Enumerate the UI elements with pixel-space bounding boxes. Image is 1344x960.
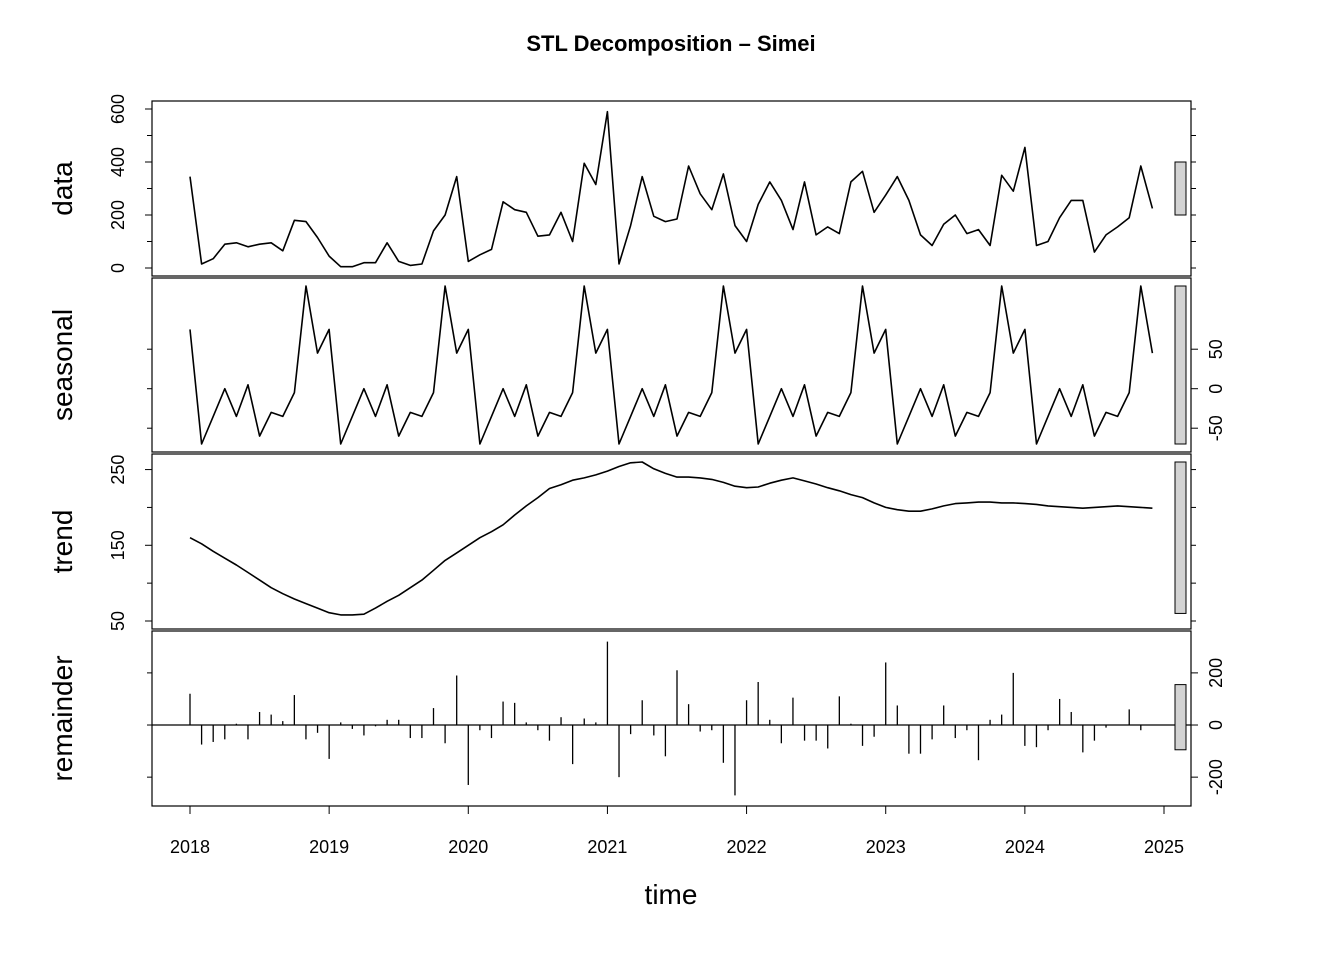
data-line — [189, 110, 1154, 268]
y-tick-label: 400 — [108, 147, 128, 177]
panel-frame — [151, 277, 1192, 453]
y-tick-label: 0 — [1206, 384, 1226, 394]
trend-line — [189, 461, 1153, 616]
panel-frame — [151, 630, 1192, 807]
range-bar — [1174, 285, 1187, 445]
panel-data: 0 200 400 600 data — [47, 94, 1196, 277]
range-bar — [1174, 161, 1187, 216]
x-tick-label: 2023 — [866, 837, 906, 857]
x-tick-label: 2018 — [170, 837, 210, 857]
y-tick-label: 50 — [108, 611, 128, 631]
panel-label-remainder: remainder — [47, 655, 78, 781]
x-tick-label: 2024 — [1005, 837, 1045, 857]
range-bar — [1174, 461, 1187, 614]
panel-frame — [151, 100, 1192, 277]
y-tick-label: -200 — [1206, 759, 1226, 795]
y-tick-label: 0 — [108, 263, 128, 273]
panel-label-data: data — [47, 161, 78, 216]
y-tick-label: 200 — [1206, 658, 1226, 688]
x-tick-label: 2022 — [727, 837, 767, 857]
y-tick-label: 200 — [108, 200, 128, 230]
panel-seasonal: -50 0 50 seasonal — [47, 277, 1226, 453]
x-tick-label: 2019 — [309, 837, 349, 857]
y-tick-label: 250 — [108, 455, 128, 485]
panel-trend: 50 150 250 trend — [47, 453, 1196, 631]
x-axis-label: time — [645, 879, 698, 910]
x-tick-label: 2021 — [587, 837, 627, 857]
y-tick-label: 150 — [108, 530, 128, 560]
panel-label-seasonal: seasonal — [47, 309, 78, 421]
x-tick-label: 2025 — [1144, 837, 1184, 857]
panel-remainder: -200 0 200 remainder — [47, 630, 1226, 807]
y-tick-label: 600 — [108, 94, 128, 124]
panel-label-trend: trend — [47, 510, 78, 574]
y-tick-label: 0 — [1206, 720, 1226, 730]
seasonal-line — [189, 285, 1154, 445]
panel-frame — [151, 453, 1192, 630]
y-tick-label: -50 — [1206, 415, 1226, 441]
panels: 0 200 400 600 data -50 0 50 seasonal 50 150 250 tren… — [47, 94, 1226, 857]
y-tick-label: 50 — [1206, 339, 1226, 359]
x-tick-label: 2020 — [448, 837, 488, 857]
chart-title: STL Decomposition – Simei — [526, 31, 815, 56]
range-bar — [1174, 684, 1187, 751]
